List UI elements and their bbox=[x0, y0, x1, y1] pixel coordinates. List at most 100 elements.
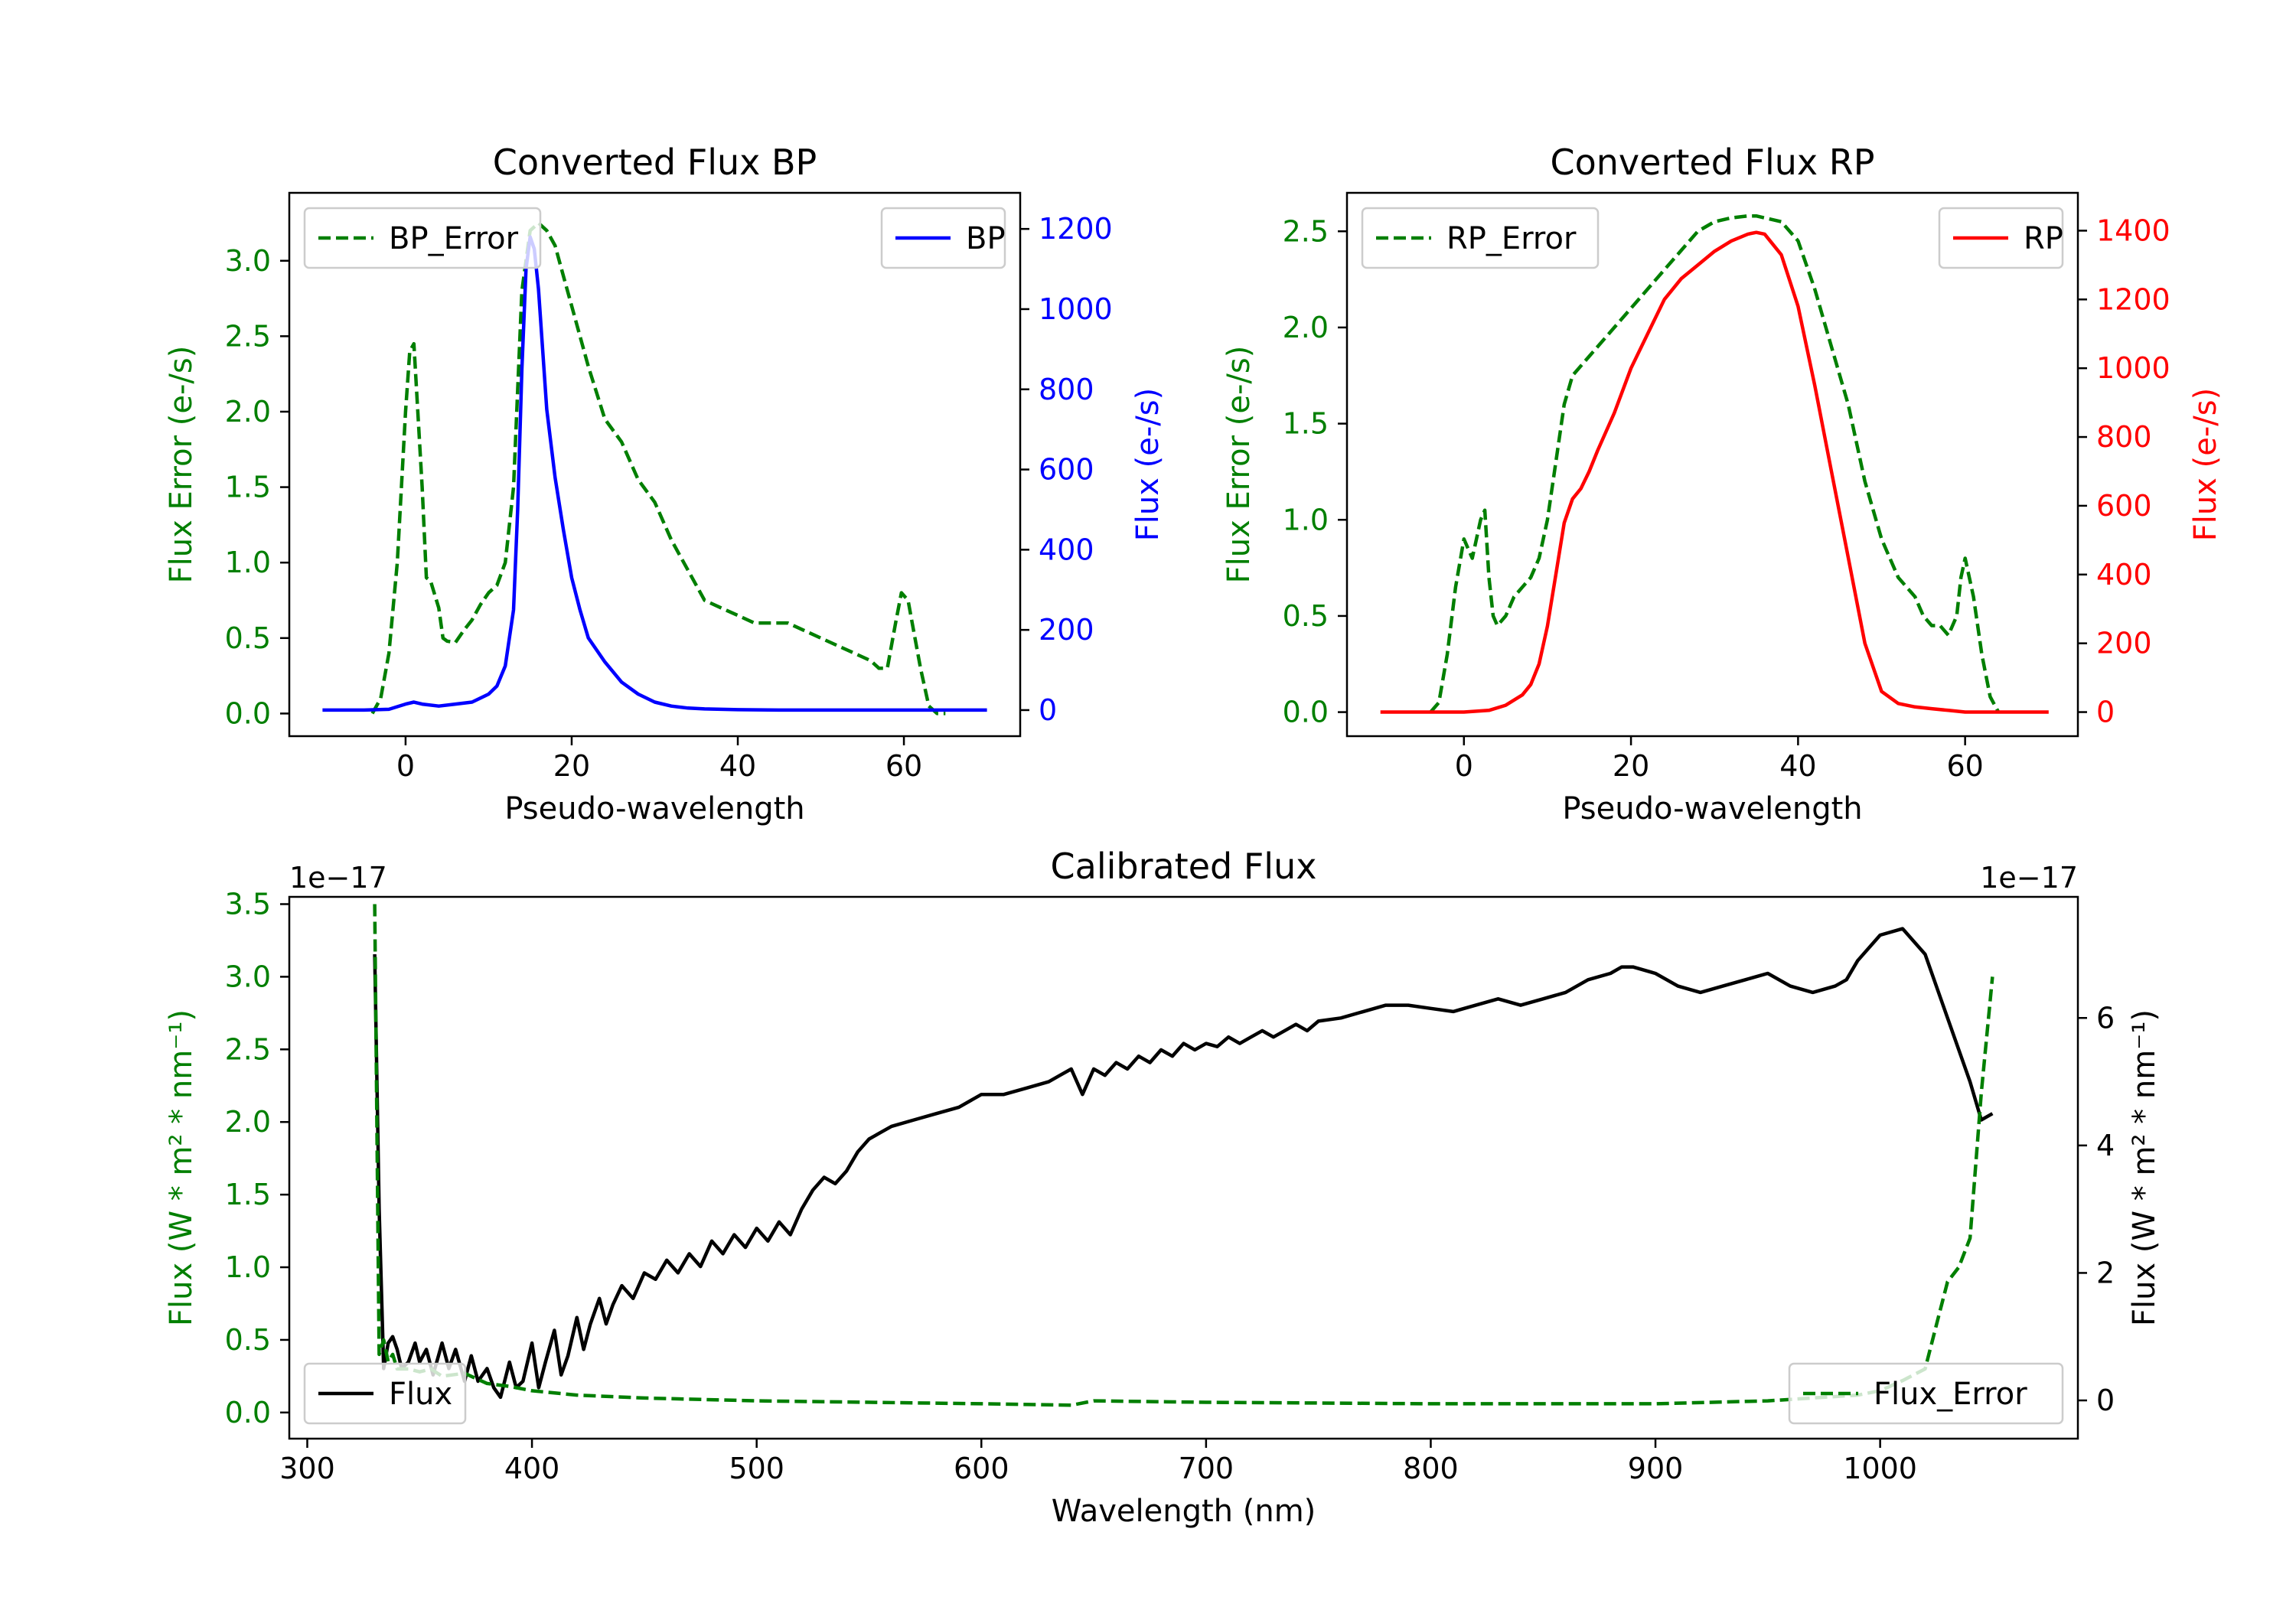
y-right-tick-label: 600 bbox=[1039, 453, 1094, 487]
x-tick-label: 40 bbox=[719, 749, 756, 783]
legend-bp-error: BP_Error bbox=[303, 207, 542, 269]
x-tick-label: 500 bbox=[729, 1452, 784, 1485]
x-tick-label: 60 bbox=[1946, 749, 1983, 783]
plot-frame bbox=[288, 895, 2079, 1440]
legend-rp-error: RP_Error bbox=[1361, 207, 1600, 269]
y-right-axis-label: Flux (W * m² * nm⁻¹) bbox=[2127, 1009, 2162, 1326]
series-line-bp-error bbox=[370, 221, 946, 715]
y-right-tick-label: 800 bbox=[1039, 373, 1094, 406]
y-left-tick-label: 0.0 bbox=[225, 1396, 271, 1429]
x-tick-label: 60 bbox=[885, 749, 922, 783]
y-right-tick-label: 200 bbox=[2096, 627, 2152, 660]
y-left-tick-label: 0.5 bbox=[225, 621, 271, 655]
x-tick-label: 0 bbox=[1455, 749, 1473, 783]
plot-frame bbox=[288, 191, 1022, 738]
y-right-axis-label: Flux (e-/s) bbox=[1130, 388, 1166, 541]
legend-label: Flux_Error bbox=[1874, 1377, 2027, 1412]
x-tick-label: 900 bbox=[1628, 1452, 1684, 1485]
x-tick-label: 0 bbox=[396, 749, 415, 783]
x-tick-label: 20 bbox=[553, 749, 590, 783]
y-left-tick-label: 2.5 bbox=[225, 1032, 271, 1066]
x-tick-label: 300 bbox=[279, 1452, 335, 1485]
y-right-tick-label: 800 bbox=[2096, 420, 2152, 454]
y-left-axis-label: Flux Error (e-/s) bbox=[1221, 346, 1257, 584]
series-line-rp bbox=[1380, 230, 2049, 714]
x-axis-label: Wavelength (nm) bbox=[1052, 1494, 1316, 1529]
y-right-tick-label: 0 bbox=[2096, 696, 2115, 729]
legend-box bbox=[303, 207, 542, 269]
y-right-tick-label: 400 bbox=[1039, 533, 1094, 566]
legend-box bbox=[303, 1362, 467, 1425]
x-tick-label: 40 bbox=[1779, 749, 1816, 783]
y-left-tick-label: 1.0 bbox=[225, 1250, 271, 1284]
x-tick-label: 700 bbox=[1179, 1452, 1234, 1485]
y-left-tick-label: 3.0 bbox=[225, 244, 271, 278]
series-line-rp-error bbox=[1429, 214, 2001, 714]
legend-label: Flux bbox=[389, 1377, 452, 1412]
plot-frame bbox=[1345, 191, 2079, 738]
x-tick-label: 400 bbox=[504, 1452, 560, 1485]
y-left-tick-label: 1.5 bbox=[1283, 407, 1329, 441]
x-axis-label: Pseudo-wavelength bbox=[1562, 791, 1862, 826]
y-left-tick-label: 1.5 bbox=[225, 471, 271, 504]
chart-title: Converted Flux RP bbox=[1551, 142, 1875, 183]
y-left-axis-label: Flux Error (e-/s) bbox=[164, 346, 199, 584]
legend-box bbox=[1361, 207, 1600, 269]
legend-bp: BP bbox=[880, 207, 1006, 269]
legend-label: RP bbox=[2024, 221, 2063, 256]
y-left-tick-label: 1.0 bbox=[1283, 503, 1329, 536]
y-right-tick-label: 2 bbox=[2096, 1256, 2115, 1289]
y-right-tick-label: 400 bbox=[2096, 558, 2152, 592]
series-line-flux bbox=[373, 927, 1994, 1400]
legend-label: RP_Error bbox=[1446, 221, 1577, 256]
y-left-offset-label: 1e−17 bbox=[289, 861, 387, 895]
y-right-tick-label: 4 bbox=[2096, 1129, 2115, 1162]
y-left-tick-label: 2.0 bbox=[225, 1105, 271, 1139]
y-left-tick-label: 2.0 bbox=[1283, 311, 1329, 344]
chart-panel-3: 300 400 500 600 700 800 900 1000 0.0 0.5 1.0 1.5 2.0… bbox=[164, 846, 2162, 1529]
x-tick-label: 600 bbox=[954, 1452, 1009, 1485]
y-right-tick-label: 1200 bbox=[2096, 282, 2170, 316]
chart-title: Calibrated Flux bbox=[1051, 846, 1317, 887]
legend-rp: RP bbox=[1938, 207, 2064, 269]
y-right-tick-label: 200 bbox=[1039, 613, 1094, 647]
x-axis-label: Pseudo-wavelength bbox=[504, 791, 804, 826]
x-tick-label: 1000 bbox=[1843, 1452, 1917, 1485]
chart-panel-2: 0 20 40 60 0.0 0.5 1.0 1.5 2.0 2.5 0 200 400 600 800 10… bbox=[1221, 142, 2223, 826]
y-left-tick-label: 2.5 bbox=[1283, 214, 1329, 248]
y-right-tick-label: 0 bbox=[2096, 1384, 2115, 1417]
x-tick-label: 800 bbox=[1403, 1452, 1459, 1485]
series-group bbox=[322, 221, 987, 715]
legend-flux: Flux bbox=[303, 1362, 467, 1425]
legend-box bbox=[1788, 1362, 2064, 1425]
y-right-tick-label: 6 bbox=[2096, 1001, 2115, 1035]
y-right-axis-label: Flux (e-/s) bbox=[2188, 388, 2223, 541]
y-left-tick-label: 3.5 bbox=[225, 887, 271, 921]
legend-label: BP bbox=[966, 221, 1006, 256]
y-right-offset-label: 1e−17 bbox=[1980, 861, 2078, 895]
y-right-tick-label: 1000 bbox=[1039, 292, 1113, 326]
y-right-tick-label: 1400 bbox=[2096, 214, 2170, 247]
y-right-tick-label: 1200 bbox=[1039, 212, 1113, 246]
legend-label: BP_Error bbox=[389, 221, 519, 256]
series-group bbox=[373, 904, 1994, 1407]
y-left-tick-label: 0.5 bbox=[225, 1323, 271, 1357]
series-group bbox=[1380, 214, 2049, 714]
y-left-tick-label: 2.5 bbox=[225, 319, 271, 353]
y-right-tick-label: 600 bbox=[2096, 489, 2152, 523]
x-tick-label: 20 bbox=[1613, 749, 1649, 783]
y-left-tick-label: 2.0 bbox=[225, 395, 271, 429]
chart-panel-1: 0 20 40 60 0.0 0.5 1.0 1.5 2.0 2.5 3.0 0 200 400 600 80… bbox=[164, 142, 1166, 826]
y-left-tick-label: 0.5 bbox=[1283, 599, 1329, 633]
y-left-tick-label: 0.0 bbox=[1283, 696, 1329, 729]
y-right-tick-label: 1000 bbox=[2096, 351, 2170, 385]
y-left-tick-label: 1.5 bbox=[225, 1178, 271, 1211]
series-line-bp bbox=[322, 235, 987, 712]
y-left-tick-label: 0.0 bbox=[225, 696, 271, 730]
y-left-tick-label: 3.0 bbox=[225, 960, 271, 993]
y-left-axis-label: Flux (W * m² * nm⁻¹) bbox=[164, 1009, 199, 1326]
chart-title: Converted Flux BP bbox=[493, 142, 817, 183]
y-left-tick-label: 1.0 bbox=[225, 546, 271, 579]
legend-flux-error: Flux_Error bbox=[1788, 1362, 2064, 1425]
